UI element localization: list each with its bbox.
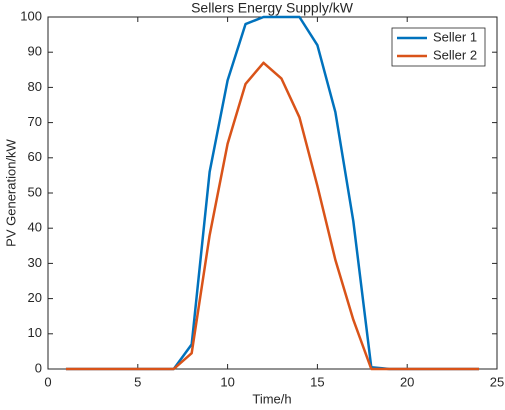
- legend-label: Seller 2: [433, 47, 477, 62]
- y-tick-label: 60: [28, 149, 42, 164]
- y-tick-label: 100: [20, 8, 42, 23]
- y-tick-label: 0: [35, 360, 42, 375]
- y-tick-label: 70: [28, 114, 42, 129]
- x-tick-label: 20: [400, 374, 414, 389]
- x-tick-label: 25: [490, 374, 504, 389]
- series-line: [65, 61, 480, 371]
- y-tick-label: 90: [28, 44, 42, 59]
- y-tick-label: 20: [28, 290, 42, 305]
- y-tick-label: 80: [28, 79, 42, 94]
- legend-label: Seller 1: [433, 29, 477, 44]
- x-tick-label: 0: [44, 374, 51, 389]
- x-tick-label: 10: [220, 374, 234, 389]
- y-tick-label: 30: [28, 255, 42, 270]
- y-tick-label: 50: [28, 184, 42, 199]
- y-axis-label: PV Generation/kW: [3, 138, 18, 246]
- x-tick-label: 5: [134, 374, 141, 389]
- y-tick-label: 40: [28, 220, 42, 235]
- legend-box: [391, 27, 486, 67]
- x-tick-label: 15: [310, 374, 324, 389]
- x-axis-label: Time/h: [252, 391, 291, 406]
- chart-title: Sellers Energy Supply/kW: [191, 0, 354, 16]
- y-tick-label: 10: [28, 325, 42, 340]
